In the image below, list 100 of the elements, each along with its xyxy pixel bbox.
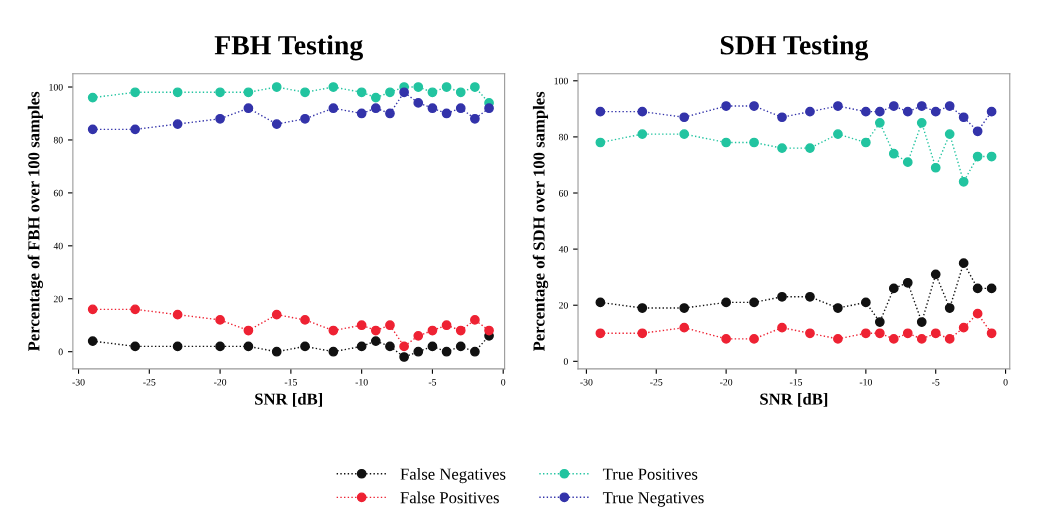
point — [413, 346, 424, 357]
point — [805, 328, 815, 339]
point — [484, 325, 494, 336]
point — [972, 283, 983, 294]
point — [328, 325, 339, 336]
point — [986, 151, 997, 162]
point — [172, 119, 183, 129]
point — [833, 334, 843, 344]
point — [470, 315, 480, 325]
legend-label: False Negatives — [400, 468, 506, 484]
x-tick-label: -15 — [789, 378, 803, 386]
x-tick-label: 0 — [501, 378, 506, 386]
point — [385, 87, 395, 98]
point — [87, 124, 98, 135]
x-tick-label: -20 — [213, 378, 227, 386]
point — [300, 87, 310, 98]
point — [944, 101, 955, 111]
point — [916, 118, 927, 128]
point — [172, 309, 183, 320]
point — [888, 334, 899, 344]
point — [595, 106, 606, 117]
point — [902, 328, 913, 339]
point — [385, 108, 395, 119]
point — [399, 352, 409, 362]
point — [874, 328, 885, 339]
x-axis-title: SNR [dB] — [255, 392, 323, 407]
point — [637, 129, 648, 139]
x-tick-label: -10 — [355, 378, 368, 386]
point — [944, 129, 955, 139]
point — [721, 334, 731, 344]
point — [860, 297, 871, 308]
point — [805, 291, 815, 302]
point — [916, 317, 927, 327]
point — [130, 124, 141, 135]
point — [902, 157, 913, 168]
point — [986, 106, 997, 117]
point — [427, 103, 438, 114]
point — [637, 106, 648, 117]
point — [328, 103, 339, 114]
point — [930, 106, 941, 117]
point — [87, 336, 98, 346]
point — [749, 101, 759, 111]
legend-label: True Negatives — [602, 492, 704, 507]
point — [271, 309, 282, 320]
point — [243, 103, 254, 114]
point — [860, 106, 871, 117]
y-tick-label: 60 — [53, 189, 63, 197]
point — [470, 346, 480, 357]
point — [243, 341, 254, 352]
point — [484, 103, 494, 114]
x-tick-label: -5 — [428, 379, 437, 386]
point — [427, 341, 438, 352]
point — [679, 112, 690, 123]
point — [470, 82, 480, 92]
point — [833, 303, 843, 313]
point — [130, 341, 141, 352]
point — [930, 328, 941, 339]
y-tick-label: 20 — [559, 302, 568, 309]
point — [385, 341, 395, 352]
point — [370, 92, 381, 103]
point — [874, 317, 885, 327]
point — [370, 325, 381, 336]
point — [413, 82, 424, 92]
point — [888, 148, 899, 159]
point — [441, 82, 452, 92]
point — [455, 103, 466, 114]
y-tick-label: 60 — [558, 189, 568, 197]
point — [721, 137, 731, 148]
point — [805, 106, 815, 117]
y-tick-label: 0 — [58, 348, 63, 356]
x-tick-label: -5 — [932, 379, 940, 386]
point — [679, 322, 690, 333]
y-tick-label: 80 — [53, 136, 63, 144]
point — [399, 87, 409, 98]
point — [243, 325, 254, 336]
point — [413, 98, 424, 108]
point — [930, 162, 941, 173]
point — [986, 328, 997, 339]
point — [972, 151, 983, 162]
point — [833, 101, 843, 111]
point — [958, 112, 969, 123]
x-tick-label: -25 — [143, 378, 156, 386]
point — [986, 283, 997, 294]
point — [749, 297, 759, 308]
point — [243, 87, 254, 98]
point — [860, 328, 871, 339]
point — [777, 112, 787, 123]
point — [215, 87, 225, 98]
point — [902, 106, 913, 117]
point — [385, 320, 395, 331]
point — [860, 137, 871, 148]
x-tick-label: -10 — [859, 378, 872, 386]
point — [455, 325, 466, 336]
point — [427, 87, 438, 98]
point — [172, 87, 183, 98]
x-axis-title: SNR [dB] — [760, 392, 828, 407]
x-tick-label: -20 — [720, 378, 733, 386]
point — [441, 108, 452, 119]
point — [595, 328, 606, 339]
point — [300, 315, 310, 325]
